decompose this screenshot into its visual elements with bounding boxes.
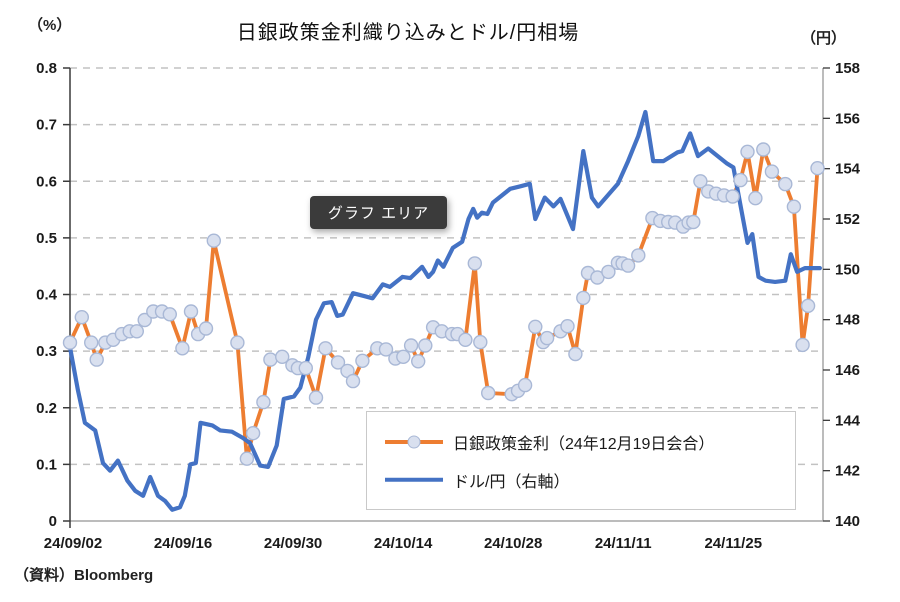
svg-text:156: 156 [835, 110, 860, 127]
svg-text:24/10/28: 24/10/28 [484, 535, 542, 552]
svg-text:150: 150 [835, 261, 860, 278]
legend-label-usdjpy: ドル/円（右軸） [453, 473, 570, 491]
svg-text:0.5: 0.5 [36, 230, 57, 247]
svg-text:0.4: 0.4 [36, 287, 58, 304]
rate-line-swatch-icon [385, 434, 443, 449]
fx-line-swatch-icon [385, 472, 443, 487]
svg-text:140: 140 [835, 513, 860, 530]
svg-text:0.1: 0.1 [36, 456, 57, 473]
chart-area-tooltip: グラフ エリア [310, 196, 447, 229]
svg-text:0.7: 0.7 [36, 117, 57, 134]
svg-text:24/11/11: 24/11/11 [595, 535, 652, 552]
legend: 日銀政策金利（24年12月19日会合） ドル/円（右軸） [366, 411, 796, 510]
svg-text:24/10/14: 24/10/14 [374, 535, 433, 552]
svg-text:158: 158 [835, 60, 860, 77]
source-note: （資料）Bloomberg [14, 567, 154, 584]
svg-text:148: 148 [835, 312, 860, 329]
svg-text:0.6: 0.6 [36, 173, 57, 190]
legend-item-rate[interactable]: 日銀政策金利（24年12月19日会合） [385, 430, 795, 454]
svg-text:0.8: 0.8 [36, 60, 57, 77]
svg-text:24/09/16: 24/09/16 [154, 535, 212, 552]
right-axis-unit: （円） [801, 30, 847, 47]
svg-text:154: 154 [835, 161, 861, 178]
chart-title: 日銀政策金利織り込みとドル/円相場 [236, 22, 580, 44]
svg-text:152: 152 [835, 211, 860, 228]
svg-text:0: 0 [49, 513, 57, 530]
svg-text:24/09/30: 24/09/30 [264, 535, 322, 552]
svg-text:146: 146 [835, 362, 860, 379]
left-axis-unit: （%） [28, 17, 72, 34]
svg-text:142: 142 [835, 463, 860, 480]
legend-item-usdjpy[interactable]: ドル/円（右軸） [385, 468, 795, 492]
svg-text:0.2: 0.2 [36, 400, 57, 417]
legend-label-rate: 日銀政策金利（24年12月19日会合） [453, 435, 715, 453]
svg-text:24/11/25: 24/11/25 [704, 535, 762, 552]
chart-area-tooltip-label: グラフ エリア [327, 205, 430, 222]
svg-text:0.3: 0.3 [36, 343, 57, 360]
svg-text:144: 144 [835, 412, 861, 429]
svg-text:24/09/02: 24/09/02 [44, 535, 102, 552]
